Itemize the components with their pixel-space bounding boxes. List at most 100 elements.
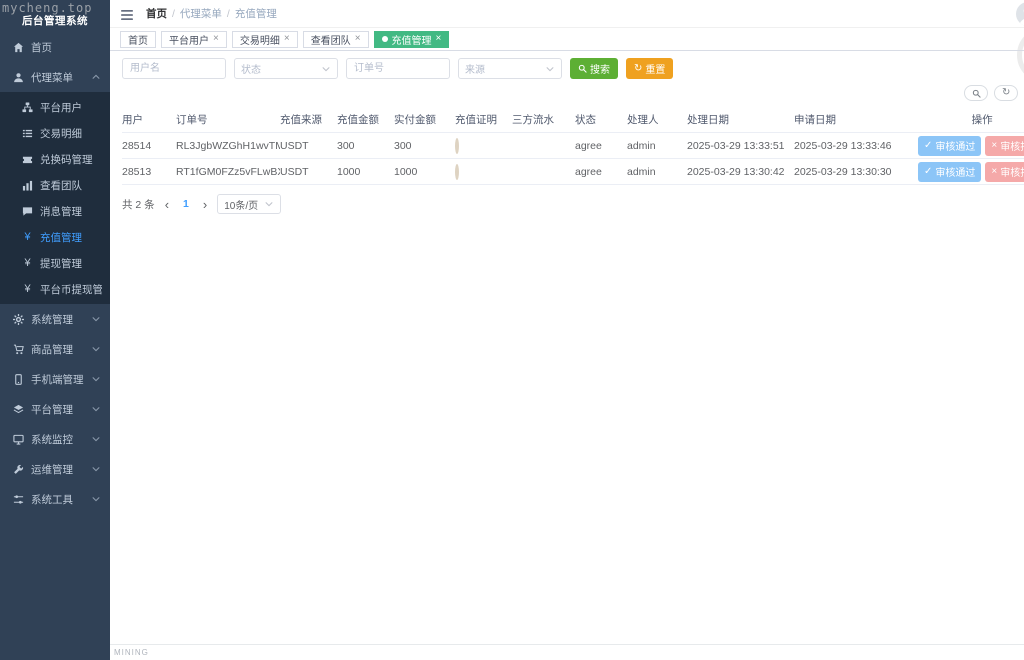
sidebar-item-label: 商品管理 [31, 343, 73, 356]
sidebar-item-system-mgmt[interactable]: 系统管理 [0, 304, 110, 334]
refresh-button[interactable]: ↻ [994, 85, 1019, 101]
cell-status: agree [575, 165, 602, 178]
sidebar-item-platform-mgmt[interactable]: 平台管理 [0, 394, 110, 424]
breadcrumb-separator: / [172, 7, 175, 20]
tab-label: 平台用户 [169, 35, 209, 47]
footer-text: MINING [114, 648, 149, 657]
col-header: 订单号 [176, 114, 208, 126]
close-icon[interactable]: × [283, 33, 290, 44]
sidebar-item-product-mgmt[interactable]: 商品管理 [0, 334, 110, 364]
sidebar-item-label: 平台管理 [31, 403, 73, 416]
tab-recharge-mgmt[interactable]: 充值管理 × [373, 30, 450, 48]
search-button[interactable]: 搜索 [570, 58, 618, 79]
sidebar-item-recharge-mgmt[interactable]: ¥ 充值管理 [0, 224, 110, 250]
chevron-up-icon [91, 72, 102, 83]
check-icon: ✓ [924, 166, 933, 177]
col-header: 处理日期 [687, 114, 729, 126]
reject-button[interactable]: × 审核拒绝 [985, 135, 1024, 156]
col-header: 操作 [971, 114, 993, 126]
page-number-button[interactable]: 1 [179, 198, 193, 210]
reject-button-label: 审核拒绝 [1000, 168, 1024, 179]
sidebar-toggle-icon[interactable] [120, 6, 136, 22]
sidebar-item-mobile-mgmt[interactable]: 手机端管理 [0, 364, 110, 394]
col-header: 状态 [575, 114, 596, 126]
next-page-button[interactable]: › [202, 196, 208, 212]
close-icon[interactable]: × [435, 33, 442, 44]
chevron-down-icon [91, 374, 102, 385]
col-header: 处理人 [627, 114, 659, 126]
order-number-input[interactable] [346, 58, 450, 79]
sidebar-item-label: 交易明细 [40, 127, 82, 140]
sidebar-item-system-tools[interactable]: 系统工具 [0, 484, 110, 514]
sidebar-item-home[interactable]: 首页 [0, 32, 110, 62]
cart-icon [12, 343, 25, 356]
sidebar-item-redeem-code[interactable]: 兑换码管理 [0, 146, 110, 172]
select-placeholder: 来源 [465, 65, 485, 76]
prev-page-button[interactable]: ‹ [164, 196, 170, 212]
tab-home[interactable]: 首页 [120, 30, 156, 48]
col-header: 充值金额 [337, 114, 379, 126]
tab-view-team[interactable]: 查看团队 × [302, 30, 369, 48]
table-header-row: 用户 订单号 充值来源 充值金额 实付金额 充值证明 三方流水 状态 处理人 处… [122, 107, 1024, 133]
yen-icon: ¥ [24, 256, 31, 269]
cell-user: 28514 [122, 139, 152, 152]
message-icon [21, 205, 34, 218]
reject-button[interactable]: × 审核拒绝 [985, 161, 1024, 182]
source-select[interactable]: 来源 [458, 58, 562, 79]
sidebar-item-platform-coin-withdraw[interactable]: ¥ 平台币提现管理 [0, 276, 110, 302]
cell-flow [512, 170, 575, 174]
recharge-proof-image[interactable] [455, 137, 459, 154]
user-icon [12, 71, 25, 84]
toggle-search-button[interactable] [964, 85, 989, 101]
username-input[interactable] [122, 58, 226, 79]
layers-icon [12, 403, 25, 416]
check-icon: ✓ [924, 140, 933, 151]
content-area: 状态 来源 搜索 ↻ 重置 [110, 51, 1024, 644]
breadcrumb-home[interactable]: 首页 [146, 8, 167, 20]
tab-platform-users[interactable]: 平台用户 × [161, 30, 227, 48]
cell-status: agree [575, 139, 602, 152]
sidebar-item-message-mgmt[interactable]: 消息管理 [0, 198, 110, 224]
col-header: 充值来源 [280, 114, 322, 126]
cell-proof [455, 137, 512, 154]
chevron-down-icon [91, 434, 102, 445]
breadcrumb-agent-menu[interactable]: 代理菜单 [179, 8, 222, 20]
chevron-down-icon [91, 494, 102, 505]
cell-handler: admin [627, 165, 656, 178]
sidebar-item-ops-mgmt[interactable]: 运维管理 [0, 454, 110, 484]
col-header: 实付金额 [394, 114, 436, 126]
avatar[interactable] [1016, 1, 1024, 26]
sidebar-item-transaction-detail[interactable]: 交易明细 [0, 120, 110, 146]
sidebar-item-label: 查看团队 [40, 179, 82, 192]
close-icon[interactable]: × [213, 33, 219, 44]
app-title: 后台管理系统 [22, 15, 88, 27]
page-size-select[interactable]: 10条/页 [217, 194, 282, 214]
col-header: 申请日期 [794, 114, 836, 126]
table-row: 28513 RT1fGM0FZz5vFLwBXXt USDT 1000 1000… [122, 159, 1024, 185]
close-icon[interactable]: × [354, 33, 361, 44]
sliders-icon [12, 493, 25, 506]
reset-button[interactable]: ↻ 重置 [626, 58, 674, 79]
cell-handler: admin [627, 139, 656, 152]
cell-source: USDT [280, 139, 309, 152]
status-select[interactable]: 状态 [234, 58, 338, 79]
recharge-proof-image[interactable] [455, 163, 459, 180]
approve-button[interactable]: ✓ 审核通过 [918, 135, 982, 156]
navbar-right [1016, 1, 1024, 26]
sidebar-item-view-team[interactable]: 查看团队 [0, 172, 110, 198]
sidebar-item-agent-menu[interactable]: 代理菜单 [0, 62, 110, 92]
approve-button[interactable]: ✓ 审核通过 [918, 161, 982, 182]
cell-paid: 1000 [394, 165, 418, 178]
tab-transaction-detail[interactable]: 交易明细 × [231, 30, 298, 48]
chevron-down-icon [321, 64, 331, 74]
active-tab-dot [381, 36, 388, 42]
cell-proof [455, 163, 512, 180]
chevron-down-icon [91, 344, 102, 355]
sidebar-item-withdraw-mgmt[interactable]: ¥ 提现管理 [0, 250, 110, 276]
sidebar-item-label: 提现管理 [40, 257, 82, 270]
sidebar-item-system-monitor[interactable]: 系统监控 [0, 424, 110, 454]
sidebar-item-platform-users[interactable]: 平台用户 [0, 94, 110, 120]
sidebar-item-label: 系统监控 [31, 433, 73, 446]
cell-actions: ✓ 审核通过 × 审核拒绝 [918, 134, 1024, 158]
